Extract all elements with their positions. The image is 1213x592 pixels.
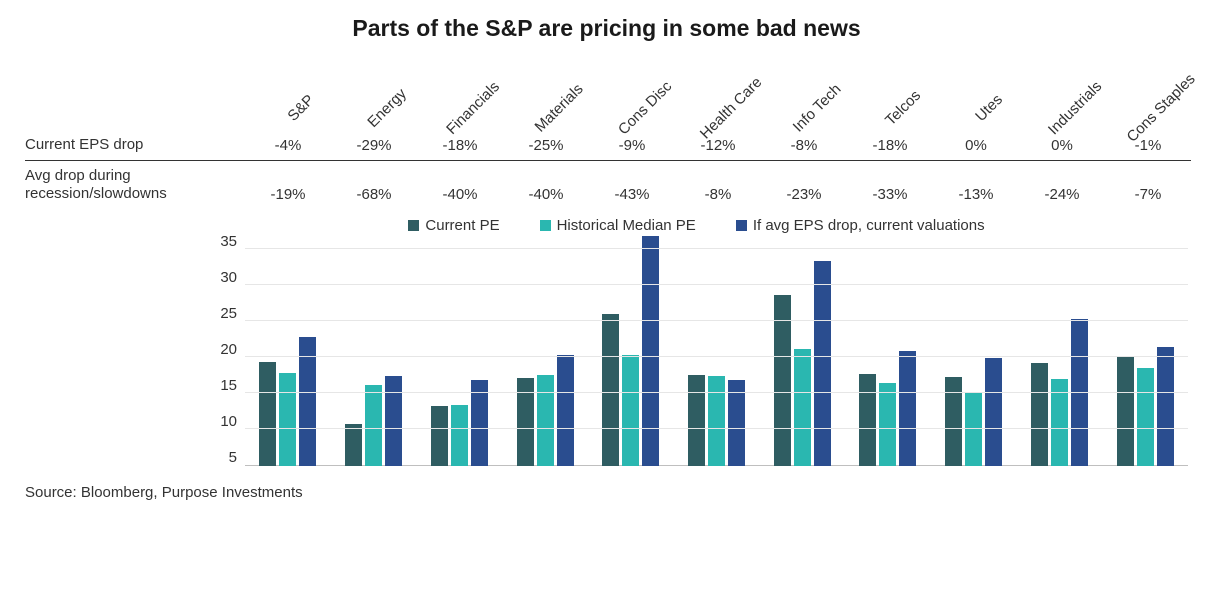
bar xyxy=(602,314,619,466)
legend-item: Historical Median PE xyxy=(540,217,696,234)
chart-title: Parts of the S&P are pricing in some bad… xyxy=(25,15,1188,42)
bar xyxy=(622,355,639,466)
bar xyxy=(1031,363,1048,466)
grid-line xyxy=(245,356,1188,357)
bar-groups xyxy=(245,236,1188,465)
bar-group xyxy=(245,236,331,466)
plot-area xyxy=(245,236,1188,466)
bar xyxy=(431,406,448,466)
bar xyxy=(879,383,896,466)
bar-group xyxy=(845,236,931,466)
bar-group xyxy=(931,236,1017,466)
bar xyxy=(945,377,962,466)
bar xyxy=(1137,368,1154,466)
table-cell: -68% xyxy=(331,180,417,209)
bar xyxy=(365,385,382,466)
legend-label: Current PE xyxy=(425,217,499,234)
bar-group xyxy=(1102,236,1188,466)
bar-group xyxy=(759,236,845,466)
bar xyxy=(385,376,402,466)
table-cell: -43% xyxy=(589,180,675,209)
legend-item: Current PE xyxy=(408,217,499,234)
table-cell: -40% xyxy=(503,180,589,209)
legend-swatch xyxy=(540,220,551,231)
bar xyxy=(965,393,982,466)
bar-group xyxy=(674,236,760,466)
legend-label: If avg EPS drop, current valuations xyxy=(753,217,985,234)
bar xyxy=(708,376,725,466)
bar xyxy=(814,261,831,466)
bar xyxy=(1157,347,1174,466)
bar xyxy=(859,374,876,466)
row-label-current-eps: Current EPS drop xyxy=(25,130,245,160)
y-axis: 5101520253035 xyxy=(205,236,245,466)
source-attribution: Source: Bloomberg, Purpose Investments xyxy=(25,484,1188,501)
bar xyxy=(688,375,705,466)
bar xyxy=(259,362,276,466)
table-cell: -33% xyxy=(847,180,933,209)
table-cell: -40% xyxy=(417,180,503,209)
bar xyxy=(1117,357,1134,466)
grid-line xyxy=(245,428,1188,429)
row-label-avg-drop: Avg drop during recession/slowdowns xyxy=(25,161,245,209)
bar xyxy=(557,355,574,466)
chart-legend: Current PE Historical Median PE If avg EPS… xyxy=(25,217,1188,234)
bar-group xyxy=(416,236,502,466)
table-cell: -23% xyxy=(761,180,847,209)
bar xyxy=(451,405,468,466)
table-cell: -7% xyxy=(1105,180,1191,209)
bar xyxy=(899,351,916,466)
bar-group xyxy=(1017,236,1103,466)
table-cell: -13% xyxy=(933,180,1019,209)
bar xyxy=(345,424,362,466)
legend-label: Historical Median PE xyxy=(557,217,696,234)
bar xyxy=(985,358,1002,466)
legend-swatch xyxy=(408,220,419,231)
bar xyxy=(279,373,296,466)
grid-line xyxy=(245,392,1188,393)
legend-swatch xyxy=(736,220,747,231)
data-table: S&PEnergyFinancialsMaterialsCons DiscHea… xyxy=(25,60,1188,209)
grid-line xyxy=(245,248,1188,249)
bar-group xyxy=(502,236,588,466)
bar-group xyxy=(331,236,417,466)
bar xyxy=(642,236,659,466)
table-cell: -8% xyxy=(675,180,761,209)
bar xyxy=(537,375,554,466)
bar xyxy=(794,349,811,466)
grid-line xyxy=(245,284,1188,285)
bar-group xyxy=(588,236,674,466)
grid-line xyxy=(245,320,1188,321)
table-cell: -24% xyxy=(1019,180,1105,209)
chart-area: 5101520253035 xyxy=(25,236,1188,466)
table-cell: -19% xyxy=(245,180,331,209)
legend-item: If avg EPS drop, current valuations xyxy=(736,217,985,234)
